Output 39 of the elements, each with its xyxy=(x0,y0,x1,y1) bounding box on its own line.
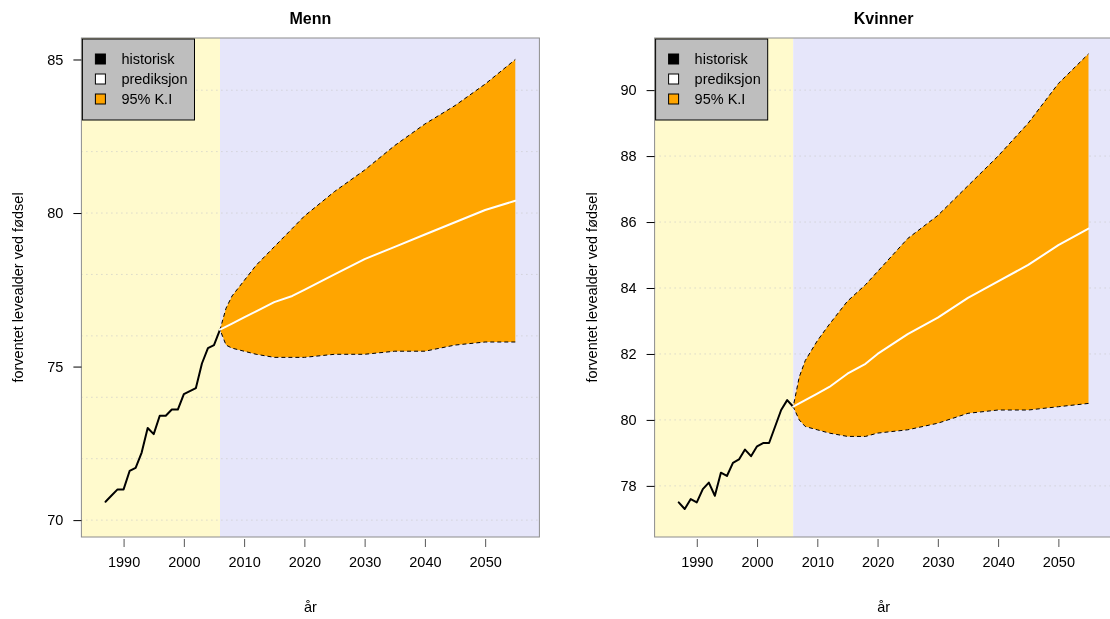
y-tick-label: 80 xyxy=(620,412,637,429)
legend-label: 95% K.I xyxy=(121,91,173,107)
x-tick-label: 2010 xyxy=(801,554,834,571)
x-tick-label: 2020 xyxy=(861,554,895,571)
legend-label: historisk xyxy=(121,51,176,67)
x-tick-label: 2000 xyxy=(741,554,774,571)
y-tick-label: 90 xyxy=(620,82,637,99)
legend-label: prediksjon xyxy=(694,71,761,87)
x-tick-label: 2020 xyxy=(288,554,322,571)
x-tick-label: 2030 xyxy=(349,554,382,571)
x-tick-label: 2040 xyxy=(409,554,442,571)
chart-title: Kvinner xyxy=(853,10,914,27)
y-tick-label: 78 xyxy=(620,478,637,495)
line-series xyxy=(792,227,1090,408)
legend-label: historisk xyxy=(694,51,749,67)
x-tick-label: 1990 xyxy=(681,554,714,571)
y-tick-label: 82 xyxy=(620,346,637,363)
x-tick-label: 2040 xyxy=(982,554,1015,571)
y-tick-label: 80 xyxy=(47,205,64,222)
y-tick-label: 86 xyxy=(620,214,637,231)
x-tick-label: 2030 xyxy=(922,554,955,571)
x-axis-title: år xyxy=(303,599,318,615)
y-tick-label: 75 xyxy=(47,358,64,375)
legend-label: 95% K.I xyxy=(694,91,746,107)
y-axis-title: forventet levealder ved fødsel xyxy=(583,192,600,383)
legend-label: prediksjon xyxy=(121,71,188,87)
y-tick-label: 88 xyxy=(620,148,637,165)
chart-title: Menn xyxy=(289,10,332,27)
y-tick-label: 70 xyxy=(47,512,64,529)
y-tick-label: 85 xyxy=(47,51,64,68)
x-tick-label: 2050 xyxy=(1042,554,1075,571)
x-tick-label: 2000 xyxy=(168,554,201,571)
x-tick-label: 2050 xyxy=(469,554,502,571)
y-tick-label: 84 xyxy=(620,280,637,297)
y-axis-title: forventet levealder ved fødsel xyxy=(10,192,27,383)
x-tick-label: 1990 xyxy=(107,554,141,571)
x-axis-title: år xyxy=(877,599,891,615)
x-tick-label: 2010 xyxy=(228,554,261,571)
line-series xyxy=(219,199,517,331)
